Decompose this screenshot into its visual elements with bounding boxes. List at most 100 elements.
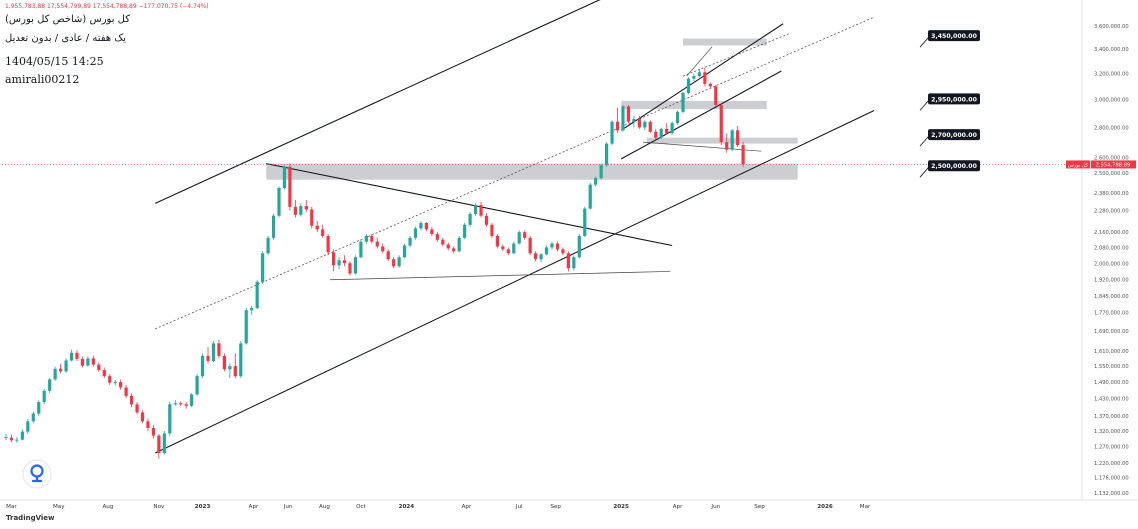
candle-body xyxy=(353,257,358,274)
candle-body xyxy=(686,78,691,93)
y-tick-label: 1,490,000.00 xyxy=(1094,380,1129,386)
trendline xyxy=(155,110,875,454)
level-label: 2,700,000.00 xyxy=(919,129,980,147)
candle xyxy=(517,230,521,245)
candle-body xyxy=(75,352,79,359)
candle xyxy=(703,67,707,87)
candle-body xyxy=(452,248,456,252)
candle-body xyxy=(654,131,658,138)
candle-body xyxy=(381,246,385,252)
candle-body xyxy=(239,343,243,377)
candle xyxy=(211,340,216,363)
candle-body xyxy=(124,387,128,396)
x-tick-label: Apr xyxy=(462,504,472,510)
candle xyxy=(392,257,396,269)
candle-body xyxy=(479,205,483,216)
candle-body xyxy=(506,249,510,254)
candle-body xyxy=(151,427,156,436)
candle xyxy=(457,235,461,253)
candle-body xyxy=(200,355,205,377)
candle xyxy=(473,203,478,216)
y-tick-label: 2,080,000.00 xyxy=(1094,245,1129,251)
candle-body xyxy=(179,403,183,405)
candle-body xyxy=(725,142,729,150)
candle xyxy=(490,222,494,238)
candle-body xyxy=(168,404,172,434)
candle xyxy=(665,123,669,135)
candle-body xyxy=(129,395,134,405)
candle xyxy=(9,434,14,443)
candle xyxy=(539,253,543,263)
y-tick-label: 1,770,000.00 xyxy=(1094,311,1129,317)
candle xyxy=(59,364,63,374)
x-axis[interactable]: Mar May Aug Nov 2023 Apr Jun Aug Oct 2024 Apr Jul Se… xyxy=(6,504,871,510)
candle xyxy=(228,363,232,379)
y-tick-label: 1,690,000.00 xyxy=(1094,329,1129,335)
price-zone xyxy=(266,163,798,180)
author-name: amirali00212 xyxy=(5,73,80,86)
candle-body xyxy=(544,247,549,255)
candle xyxy=(135,402,139,415)
candle xyxy=(299,203,303,217)
candle-body xyxy=(430,229,434,235)
y-axis[interactable]: 3,600,000.00 3,400,000.00 3,200,000.00 3,00… xyxy=(1066,24,1136,497)
candle-body xyxy=(665,128,669,134)
candle-body xyxy=(402,245,407,258)
candle xyxy=(277,186,281,218)
y-tick-label: 2,280,000.00 xyxy=(1094,208,1129,214)
candle xyxy=(621,105,625,132)
x-tick-label: Jul xyxy=(515,504,523,510)
candle xyxy=(173,400,177,406)
candle xyxy=(730,128,734,152)
y-tick-label: 2,800,000.00 xyxy=(1094,125,1129,131)
price-badge-box xyxy=(1091,160,1136,169)
location-pin-icon[interactable] xyxy=(22,459,52,489)
candle xyxy=(69,349,74,362)
candle-body xyxy=(211,343,216,361)
candle xyxy=(282,165,287,190)
candle-body xyxy=(86,358,90,366)
candle xyxy=(561,247,565,256)
candle-body xyxy=(490,224,494,236)
y-tick-label: 1,132,000.00 xyxy=(1094,491,1129,497)
candle xyxy=(435,232,439,242)
y-tick-label: 3,200,000.00 xyxy=(1094,72,1129,78)
y-tick-label: 1,320,000.00 xyxy=(1094,429,1129,435)
y-tick-label: 1,550,000.00 xyxy=(1094,364,1129,370)
candle xyxy=(594,176,598,187)
candle-body xyxy=(714,86,718,106)
candle-body xyxy=(42,390,46,403)
candle-body xyxy=(719,105,723,143)
x-tick-label: Apr xyxy=(673,504,683,510)
candle-body xyxy=(4,437,8,439)
candle-body xyxy=(228,366,232,370)
candle xyxy=(250,305,254,315)
candle-body xyxy=(282,166,287,188)
candle xyxy=(675,110,680,125)
candle-body xyxy=(20,431,24,440)
candle xyxy=(310,206,314,229)
candle xyxy=(364,234,368,244)
candle-body xyxy=(233,366,237,377)
candle xyxy=(643,120,647,131)
candle xyxy=(244,308,248,345)
current-price-badge[interactable]: کل بورس 2,554,788.89 xyxy=(1066,160,1136,169)
candle-body xyxy=(206,355,210,361)
candle-body xyxy=(321,229,325,236)
candle-body xyxy=(157,435,161,453)
x-tick-label: 2023 xyxy=(195,504,211,510)
y-tick-label: 1,176,000.00 xyxy=(1094,476,1129,482)
candle xyxy=(430,226,434,236)
candle xyxy=(413,226,418,240)
candle xyxy=(261,251,265,284)
candle xyxy=(402,243,407,259)
candle xyxy=(195,374,199,396)
candle xyxy=(293,199,297,218)
trendline xyxy=(620,23,784,131)
candle-body xyxy=(736,130,740,146)
x-tick-label: 2024 xyxy=(399,504,415,510)
candle-body xyxy=(91,358,95,365)
y-tick-label: 2,000,000.00 xyxy=(1094,261,1129,267)
candle-body xyxy=(643,121,647,128)
